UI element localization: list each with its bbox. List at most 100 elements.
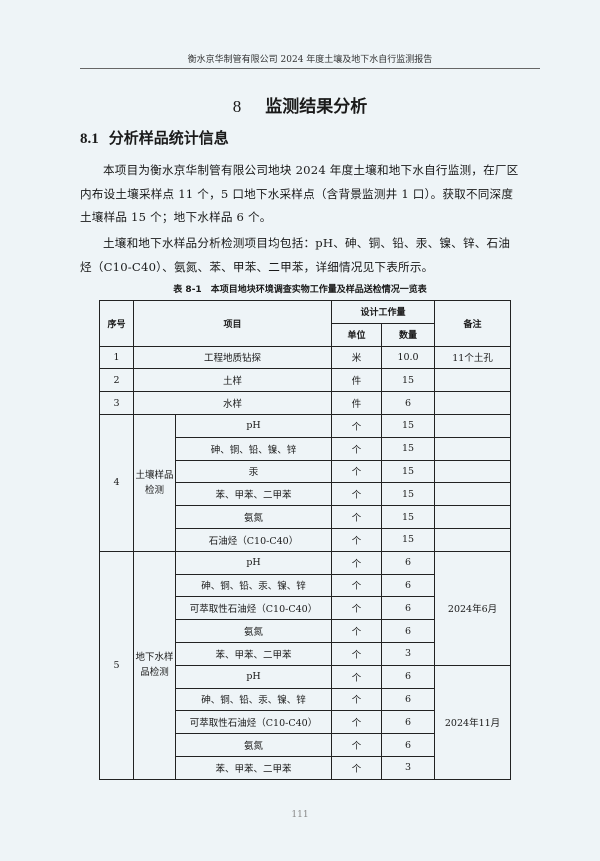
group-name-cell: 地下水样品检测 xyxy=(133,550,176,780)
unit-cell: 个 xyxy=(331,596,383,621)
table-row: 3 水样件 6 xyxy=(99,391,512,415)
item-cell: 土样 xyxy=(132,368,333,393)
note-cell: 11个土孔 xyxy=(434,345,512,370)
note-cell xyxy=(434,459,512,484)
item-cell: 砷、铜、铅、汞、镍、锌 xyxy=(174,573,333,598)
table-row: 砷、铜、铅、汞、镍、锌个 6 xyxy=(100,687,511,712)
group-name-cell: 土壤样品检测 xyxy=(133,413,176,552)
table-row: 可萃取性石油烃（C10-C40）个 6 xyxy=(100,710,511,735)
sample-table: 序号 项目 设计工作量 备注 单位 数量 1 工程地质钻探米 10.0 11个土孔 2 土… xyxy=(99,300,512,780)
table-row: 苯、甲苯、二甲苯个 3 xyxy=(100,755,511,780)
quantity-cell: 6 xyxy=(381,573,436,598)
paragraph-1: 本项目为衡水京华制管有限公司地块 2024 年度土壤和地下水自行监测，在厂区内布… xyxy=(80,163,519,224)
item-cell: 氨氮 xyxy=(174,733,333,757)
item-cell: 苯、甲苯、二甲苯 xyxy=(174,482,333,507)
header-note: 备注 xyxy=(434,300,512,347)
unit-cell: 个 xyxy=(331,527,383,552)
quantity-cell: 6 xyxy=(381,710,436,735)
quantity-cell: 6 xyxy=(381,391,436,415)
header-item: 项目 xyxy=(132,300,333,347)
quantity-cell: 15 xyxy=(381,436,436,461)
quantity-cell: 3 xyxy=(381,641,436,666)
unit-cell: 件 xyxy=(331,368,383,393)
table-row: 1 工程地质钻探米 10.0 11个土孔 xyxy=(99,345,512,370)
table-row: 石油烃（C10-C40）个 15 xyxy=(100,527,512,552)
seq-cell: 5 xyxy=(99,550,134,780)
quantity-cell: 3 xyxy=(381,755,436,780)
item-cell: 苯、甲苯、二甲苯 xyxy=(174,755,333,780)
table-row: 4 土壤样品检测 pH 个 15 xyxy=(99,413,512,552)
header-design: 设计工作量 xyxy=(331,300,436,324)
quantity-cell: 15 xyxy=(381,482,436,507)
page-number: 111 xyxy=(291,810,309,820)
quantity-cell: 15 xyxy=(381,368,436,393)
table-row: 氨氮个 6 xyxy=(100,733,511,757)
note-cell xyxy=(434,391,512,415)
seq-cell: 2 xyxy=(99,368,134,393)
item-cell: pH xyxy=(174,550,333,575)
unit-cell: 件 xyxy=(331,391,383,415)
unit-cell: 个 xyxy=(331,755,383,780)
unit-cell: 个 xyxy=(331,482,383,507)
item-cell: 汞 xyxy=(174,459,333,484)
table-row: 砷、铜、铅、汞、镍、锌个 6 xyxy=(100,573,511,598)
quantity-cell: 6 xyxy=(381,687,436,712)
chapter-number: 8 xyxy=(232,97,242,116)
item-cell: 水样 xyxy=(132,391,333,415)
note-cell xyxy=(434,527,512,552)
unit-cell: 个 xyxy=(331,664,383,689)
item-cell: 砷、铜、铅、镍、锌 xyxy=(174,436,333,461)
paragraph-2: 土壤和地下水样品分析检测项目均包括：pH、砷、铜、铅、汞、镍、锌、石油烃（C10… xyxy=(80,236,511,274)
quantity-cell: 10.0 xyxy=(381,345,436,370)
unit-cell: 个 xyxy=(331,550,383,575)
unit-cell: 个 xyxy=(331,505,383,529)
header-subrow: 单位 数量 xyxy=(100,322,511,347)
unit-cell: 个 xyxy=(331,687,383,712)
table-row: 氨氮个 6 xyxy=(100,619,511,643)
section-title: 8.1 分析样品统计信息 xyxy=(80,127,229,148)
quantity-cell: 6 xyxy=(381,664,436,689)
item-cell: 可萃取性石油烃（C10-C40） xyxy=(174,710,333,735)
seq-cell: 4 xyxy=(99,413,134,552)
header-unit: 单位 xyxy=(331,322,383,347)
header-quantity: 数量 xyxy=(381,322,436,347)
chapter-title: 8 监测结果分析 xyxy=(0,92,600,117)
section-title-text: 分析样品统计信息 xyxy=(108,129,229,147)
chapter-title-text: 监测结果分析 xyxy=(265,97,368,117)
header-seq: 序号 xyxy=(99,300,134,347)
item-cell: 氨氮 xyxy=(174,619,333,643)
unit-cell: 个 xyxy=(331,436,383,461)
section-number: 8.1 xyxy=(80,131,99,147)
table-row: 苯、甲苯、二甲苯个 3 xyxy=(100,641,511,666)
quantity-cell: 6 xyxy=(381,550,436,575)
unit-cell: 个 xyxy=(331,573,383,598)
table-row: 2 土样件 15 xyxy=(99,368,512,393)
running-header: 衡水京华制管有限公司 2024 年度土壤及地下水自行监测报告 xyxy=(80,52,540,69)
table-caption: 表 8-1 本项目地块环境调查实物工作量及样品送检情况一览表 xyxy=(173,285,427,295)
unit-cell: 个 xyxy=(331,459,383,484)
note-cell xyxy=(434,413,512,438)
quantity-cell: 6 xyxy=(381,596,436,621)
quantity-cell: 15 xyxy=(381,527,436,552)
item-cell: 砷、铜、铅、汞、镍、锌 xyxy=(174,687,333,712)
note-cell xyxy=(434,482,512,507)
quantity-cell: 15 xyxy=(381,413,436,438)
unit-cell: 个 xyxy=(331,733,383,757)
table-row: 5 地下水样品检测 pH 个 6 2024年6月 xyxy=(99,550,512,780)
item-cell: 苯、甲苯、二甲苯 xyxy=(174,641,333,666)
note-cell xyxy=(434,436,512,461)
unit-cell: 个 xyxy=(331,619,383,643)
quantity-cell: 15 xyxy=(381,459,436,484)
header-row: 序号 项目 设计工作量 备注 xyxy=(99,300,512,347)
seq-cell: 1 xyxy=(99,345,134,370)
table-row: 可萃取性石油烃（C10-C40）个 6 xyxy=(100,596,511,621)
item-cell: 可萃取性石油烃（C10-C40） xyxy=(174,596,333,621)
table-row: 氨氮个 15 xyxy=(100,505,512,529)
note-cell xyxy=(434,368,512,393)
item-cell: 工程地质钻探 xyxy=(132,345,333,370)
table-row: pH 个 6 2024年11月 xyxy=(100,664,512,780)
unit-cell: 个 xyxy=(331,413,383,438)
item-cell: 石油烃（C10-C40） xyxy=(174,527,333,552)
item-cell: pH xyxy=(174,413,333,438)
quantity-cell: 15 xyxy=(381,505,436,529)
